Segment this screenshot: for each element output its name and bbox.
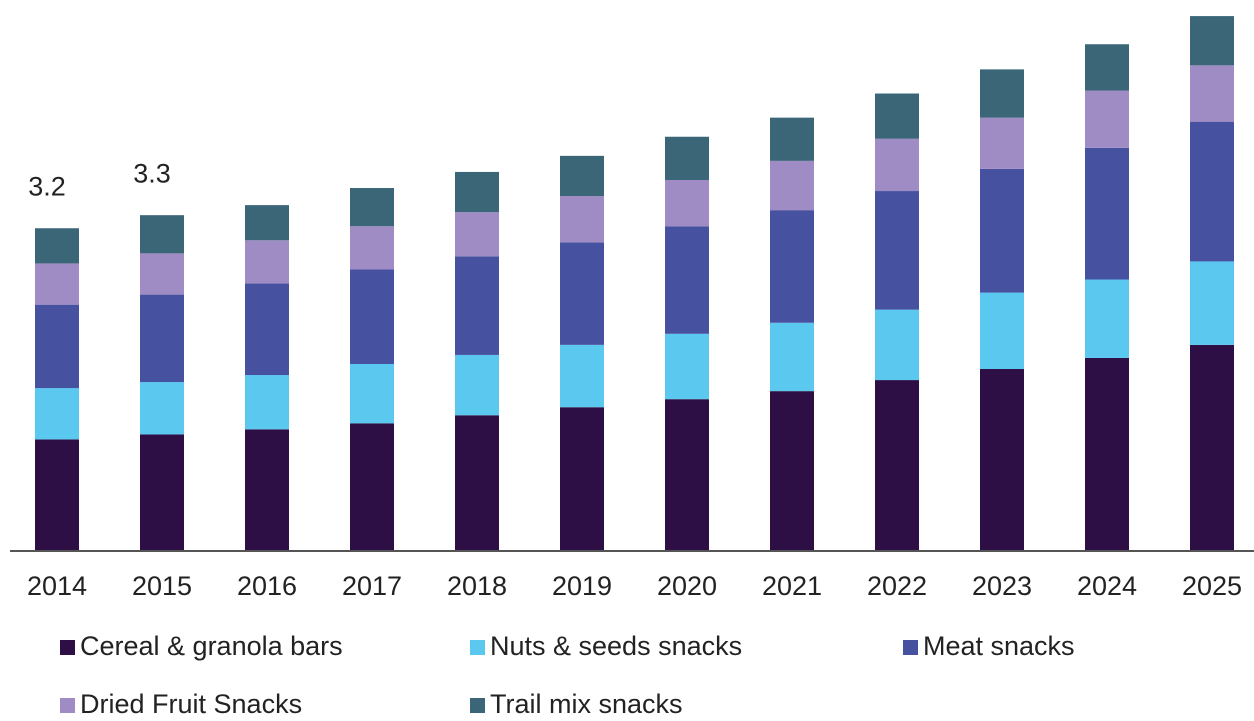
bar-segment bbox=[35, 263, 79, 305]
bar-segment bbox=[770, 210, 814, 323]
bar-segment bbox=[350, 269, 394, 364]
legend-label: Cereal & granola bars bbox=[80, 631, 343, 661]
bar-segment bbox=[980, 369, 1024, 551]
legend-swatch bbox=[60, 698, 75, 713]
x-tick-label: 2016 bbox=[237, 571, 297, 601]
bar-segment bbox=[980, 292, 1024, 370]
x-tick-label: 2018 bbox=[447, 571, 507, 601]
bar-segment bbox=[455, 415, 499, 551]
bar-segment bbox=[770, 322, 814, 392]
bar-segment bbox=[350, 226, 394, 270]
legend-label: Meat snacks bbox=[923, 631, 1075, 661]
bar-segment bbox=[140, 215, 184, 254]
bar-segment bbox=[455, 256, 499, 355]
bar-segment bbox=[1085, 90, 1129, 148]
bar-segment bbox=[245, 283, 289, 376]
bar-segment bbox=[980, 69, 1024, 118]
x-tick-label: 2021 bbox=[762, 571, 822, 601]
total-label: 3.3 bbox=[133, 158, 171, 188]
legend-label: Dried Fruit Snacks bbox=[80, 689, 302, 719]
bar-segment bbox=[245, 375, 289, 430]
bar-segment bbox=[560, 242, 604, 345]
bar-segment bbox=[665, 399, 709, 551]
bar-segment bbox=[560, 344, 604, 408]
bar-segment bbox=[455, 171, 499, 213]
x-tick-label: 2023 bbox=[972, 571, 1032, 601]
bar-segment bbox=[1085, 147, 1129, 280]
legend-label: Trail mix snacks bbox=[490, 689, 683, 719]
bar-segment bbox=[455, 212, 499, 257]
bar-segment bbox=[770, 160, 814, 211]
bar-segment bbox=[350, 188, 394, 227]
bar-segment bbox=[875, 93, 919, 139]
x-tick-label: 2017 bbox=[342, 571, 402, 601]
bar-segment bbox=[350, 363, 394, 424]
bar-segment bbox=[1085, 357, 1129, 551]
bar-segment bbox=[455, 354, 499, 416]
x-tick-label: 2024 bbox=[1077, 571, 1137, 601]
x-tick-label: 2015 bbox=[132, 571, 192, 601]
bar-segment bbox=[245, 429, 289, 551]
legend-swatch bbox=[60, 640, 75, 655]
bar-segment bbox=[665, 333, 709, 400]
legend-swatch bbox=[470, 698, 485, 713]
bar-segment bbox=[35, 228, 79, 264]
legend-swatch bbox=[903, 640, 918, 655]
bar-segment bbox=[980, 117, 1024, 169]
bar-segment bbox=[560, 155, 604, 197]
bar-segment bbox=[35, 388, 79, 440]
bar-segment bbox=[875, 138, 919, 192]
bar-segment bbox=[140, 434, 184, 551]
bar-segment bbox=[1190, 121, 1234, 262]
bar-segment bbox=[140, 382, 184, 435]
bar-segment bbox=[665, 136, 709, 180]
bar-segment bbox=[245, 205, 289, 241]
bar-segment bbox=[665, 226, 709, 334]
x-tick-label: 2014 bbox=[27, 571, 87, 601]
bar-segment bbox=[875, 191, 919, 310]
bar-segment bbox=[980, 168, 1024, 293]
legend-swatch bbox=[470, 640, 485, 655]
bar-segment bbox=[350, 423, 394, 551]
x-tick-label: 2020 bbox=[657, 571, 717, 601]
bar-segment bbox=[1190, 16, 1234, 66]
bar-segment bbox=[665, 179, 709, 227]
bar-segment bbox=[1190, 261, 1234, 345]
bar-segment bbox=[770, 391, 814, 551]
x-tick-label: 2025 bbox=[1182, 571, 1242, 601]
bar-segment bbox=[245, 240, 289, 284]
bar-segment bbox=[875, 380, 919, 551]
x-tick-label: 2019 bbox=[552, 571, 612, 601]
bar-segment bbox=[140, 294, 184, 383]
bar-segment bbox=[1190, 344, 1234, 551]
total-label: 3.2 bbox=[28, 171, 66, 201]
legend-label: Nuts & seeds snacks bbox=[490, 631, 742, 661]
bar-segment bbox=[1085, 44, 1129, 91]
x-tick-label: 2022 bbox=[867, 571, 927, 601]
bar-segment bbox=[560, 196, 604, 243]
bar-segment bbox=[35, 304, 79, 389]
bar-segment bbox=[560, 407, 604, 551]
bar-segment bbox=[875, 309, 919, 381]
bar-segment bbox=[770, 117, 814, 161]
bar-segment bbox=[1190, 65, 1234, 122]
bar-segment bbox=[1085, 279, 1129, 358]
bar-segment bbox=[35, 439, 79, 551]
bar-segment bbox=[140, 253, 184, 295]
